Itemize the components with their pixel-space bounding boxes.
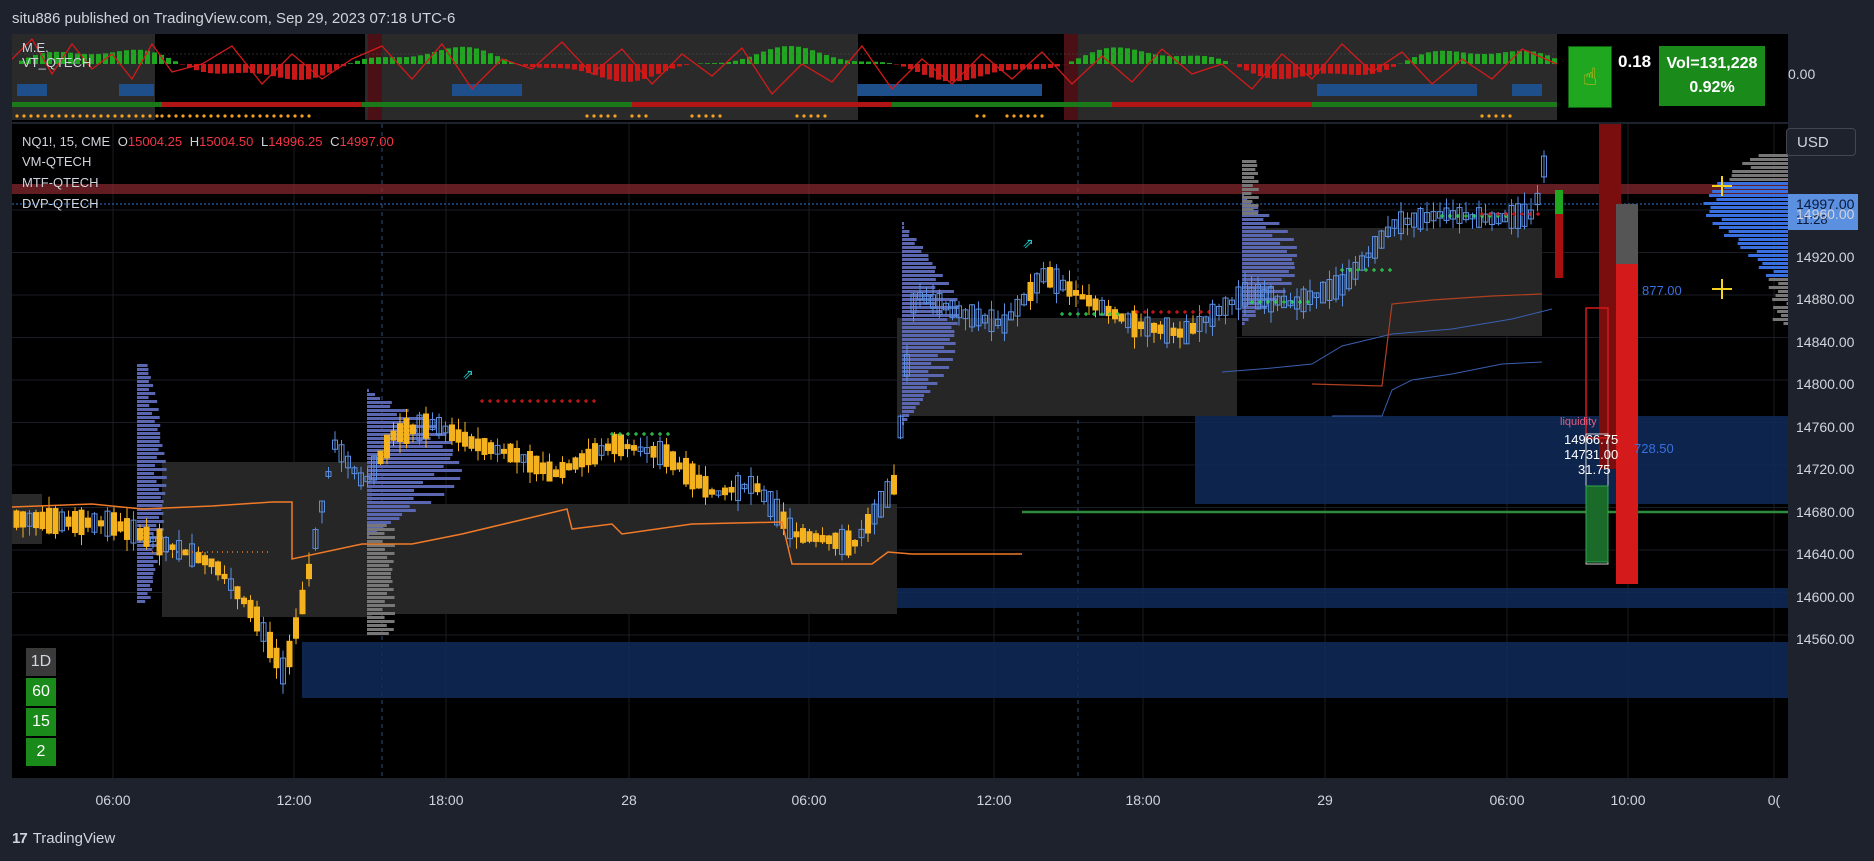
time-tick-label: 28 (621, 792, 637, 808)
vol-box: Vol=131,228 0.92% (1659, 46, 1765, 106)
pct-change: 0.18 (1618, 52, 1652, 71)
current-price-tag: 14997.00 11:28 (1788, 194, 1858, 230)
arrow-up-icon: ⇗ (1022, 235, 1034, 251)
label-me: M.E. (22, 40, 49, 55)
price-axis[interactable]: 14997.00 11:28 14960.00 14920.00 14880.00 1… (1788, 124, 1874, 778)
time-tick-label: 0( (1767, 792, 1781, 808)
hand-icon-box[interactable]: ☝ (1568, 46, 1612, 108)
time-tick-label: 06:00 (95, 792, 131, 808)
time-tick-label: 10:00 (1610, 792, 1646, 808)
level-diff: 31.75 (1578, 462, 1611, 477)
price-tick-label: 14920.00 (1796, 248, 1855, 265)
price-tick-label: 14640.00 (1796, 546, 1855, 562)
time-tick-label: 18:00 (428, 792, 464, 808)
price-tick-label: 14600.00 (1796, 588, 1855, 605)
tf-15[interactable]: 15 (26, 708, 56, 736)
indicator-vm[interactable]: VM-QTECH (22, 154, 92, 169)
vol-pct: 0.92% (1689, 79, 1735, 96)
brand-name: TradingView (32, 830, 116, 847)
price-tick-label: 14720.00 (1796, 461, 1855, 477)
time-tick-label: 12:00 (976, 792, 1012, 808)
level-a: 14966.75 (1564, 432, 1618, 447)
tradingview-logo-icon: 17 (12, 830, 28, 847)
top-indicator-panel: M.E. VT_QTECH (12, 34, 1788, 122)
liquidity-label: liquidity (1560, 416, 1597, 428)
time-tick-label: 29 (1317, 792, 1333, 808)
price-tick-label: 14960.00 (1796, 206, 1855, 222)
label-vt: VT_QTECH (22, 55, 91, 70)
time-tick-label: 18:00 (1125, 792, 1161, 808)
tf-2[interactable]: 2 (26, 738, 56, 766)
indicator-mtf[interactable]: MTF-QTECH (22, 175, 99, 190)
footer: 17 TradingView (12, 830, 115, 847)
main-chart[interactable]: ⇗ ⇗ liquidity 14966.75 14731.00 31.75 87… (12, 124, 1788, 778)
price-tick-label: 14680.00 (1796, 503, 1855, 520)
arrow-up-icon: ⇗ (462, 366, 474, 382)
hand-pointer-icon: ☝ (1582, 63, 1598, 91)
publish-header: situ886 published on TradingView.com, Se… (12, 10, 456, 27)
poc-upper: 877.00 (1642, 283, 1682, 298)
time-tick-label: 06:00 (1489, 792, 1525, 808)
poc-lower: 728.50 (1634, 441, 1674, 456)
currency-button[interactable]: USD (1786, 128, 1856, 156)
tf-60[interactable]: 60 (26, 678, 56, 706)
level-b: 14731.00 (1564, 447, 1618, 462)
tf-1d[interactable]: 1D (26, 648, 56, 676)
price-tick-label: 14880.00 (1796, 291, 1855, 307)
indicator-dvp[interactable]: DVP-QTECH (22, 196, 99, 211)
price-tick-label: 14560.00 (1796, 631, 1855, 647)
time-tick-label: 12:00 (276, 792, 312, 808)
time-axis[interactable]: 06:00 12:00 18:00 28 06:00 12:00 18:00 29 06:00 1… (12, 780, 1788, 820)
price-tick-label: 14760.00 (1796, 418, 1855, 435)
price-tick-label: 14800.00 (1796, 376, 1855, 392)
top-price-value: 0.00 (1788, 66, 1816, 82)
vol-label: Vol=131,228 (1666, 55, 1758, 72)
time-tick-label: 06:00 (791, 792, 827, 808)
symbol-text[interactable]: NQ1!, 15, CME (22, 134, 111, 149)
price-tick-label: 14840.00 (1796, 333, 1855, 350)
symbol-legend: NQ1!, 15, CME O15004.25 H15004.50 L14996… (22, 134, 394, 149)
